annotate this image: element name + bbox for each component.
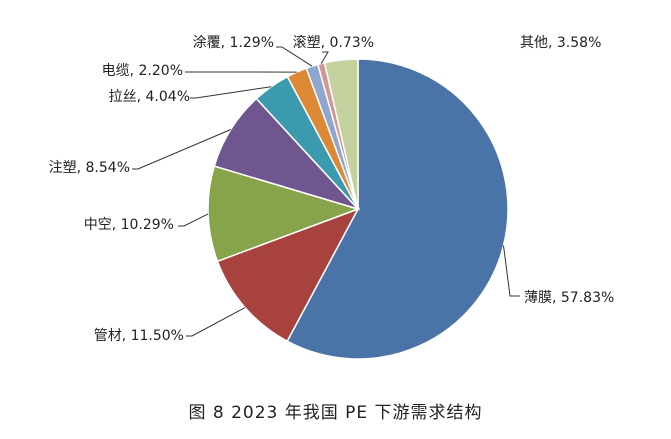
leader-line-8 [320, 51, 329, 64]
pie-slice-9 [323, 58, 359, 210]
slice-label-6: 电缆, 2.20% [102, 63, 183, 79]
pie-chart: 薄膜, 57.83% 管材, 11.50% 中空, 10.29% 注塑, 8.54% 拉… [49, 34, 615, 360]
slice-label-8: 滚塑, 0.73% [293, 34, 374, 51]
leader-line-7 [276, 46, 313, 67]
leader-line-1 [503, 245, 520, 297]
slice-label-2: 管材, 11.50% [94, 328, 184, 344]
pie-slices [207, 58, 509, 360]
slice-label-1: 薄膜, 57.83% [524, 290, 614, 306]
slice-labels: 薄膜, 57.83% 管材, 11.50% 中空, 10.29% 注塑, 8.54% 拉… [49, 34, 615, 344]
slice-label-7: 涂覆, 1.29% [193, 35, 274, 51]
figure-caption: 图 8 2023 年我国 PE 下游需求结构 [188, 403, 483, 423]
leader-line-5 [190, 86, 272, 99]
slice-label-5: 拉丝, 4.04% [109, 89, 190, 105]
leader-line-4 [132, 129, 231, 170]
leader-lines [132, 46, 520, 337]
slice-label-9: 其他, 3.58% [520, 35, 601, 51]
slice-label-4: 注塑, 8.54% [49, 160, 130, 176]
leader-line-2 [186, 307, 246, 337]
leader-line-3 [178, 213, 209, 227]
pie-slice-2 [216, 207, 360, 343]
slice-label-3: 中空, 10.29% [84, 217, 174, 233]
